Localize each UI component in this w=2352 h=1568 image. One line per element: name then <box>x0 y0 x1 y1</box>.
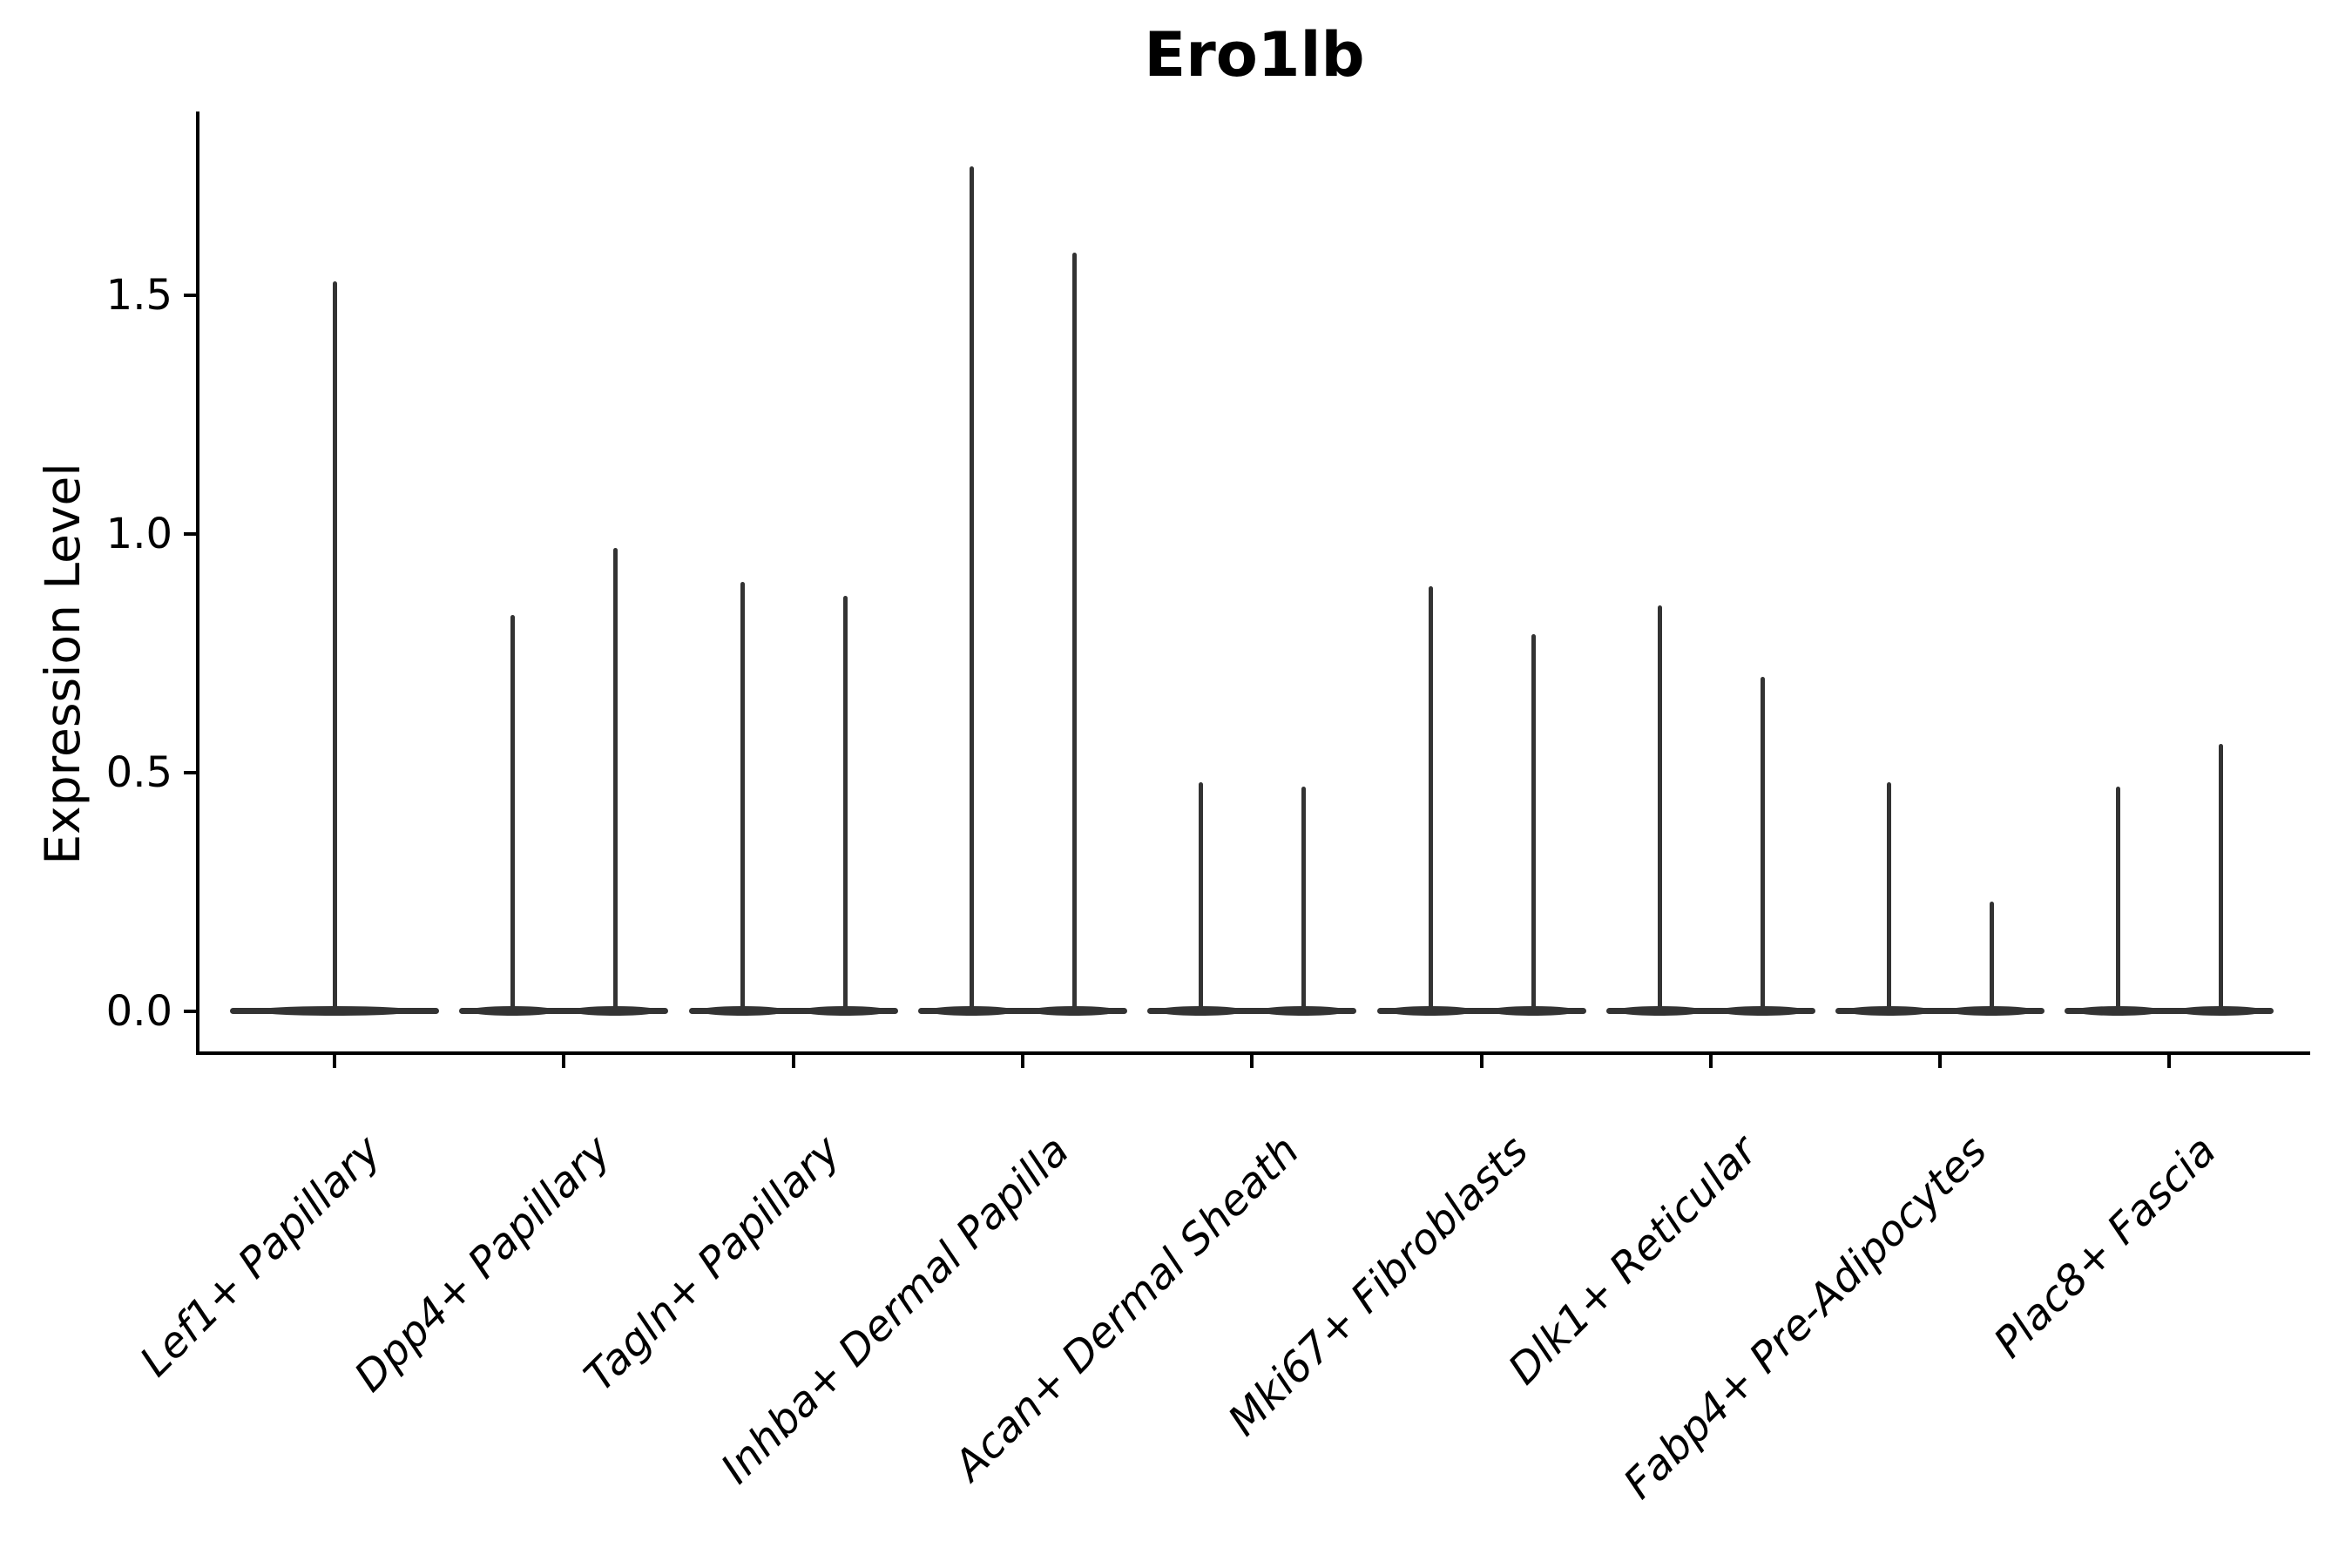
y-tick <box>184 532 198 536</box>
violin-base <box>459 1008 669 1014</box>
violin-base <box>2065 1008 2274 1014</box>
violin-base <box>688 1008 898 1014</box>
violin-spike <box>1531 634 1536 1013</box>
violin-base <box>1376 1008 1586 1014</box>
x-tick <box>791 1055 795 1068</box>
x-tick <box>1938 1055 1943 1068</box>
x-tick-label: Plac8+ Fascia <box>1984 1126 2227 1368</box>
x-tick <box>333 1055 336 1068</box>
x-tick-label: Dlk1+ Reticular <box>1499 1126 1767 1395</box>
y-tick-label: 0.0 <box>105 987 172 1036</box>
violin-spike <box>842 596 848 1013</box>
x-tick-label: Lef1+ Papillary <box>131 1126 391 1387</box>
violin-base <box>1835 1008 2045 1014</box>
violin-base <box>917 1008 1127 1014</box>
violin-spike <box>2219 744 2224 1013</box>
y-tick-label: 1.0 <box>105 510 172 558</box>
x-tick <box>2167 1055 2172 1068</box>
violin-spike <box>740 582 745 1013</box>
x-tick <box>1250 1055 1254 1068</box>
x-tick <box>1479 1055 1484 1068</box>
x-tick <box>1708 1055 1713 1068</box>
x-axis-spine <box>196 1051 2310 1055</box>
violin-spike <box>1990 902 1995 1013</box>
violin-spike <box>510 615 516 1013</box>
y-tick <box>184 771 198 774</box>
violin-spike <box>1199 782 1204 1013</box>
x-tick-label: Tagln+ Papillary <box>574 1126 850 1402</box>
violin-spike <box>1428 586 1433 1013</box>
violin-spike <box>969 166 974 1013</box>
violin-base <box>1605 1008 1815 1014</box>
y-tick-label: 1.5 <box>105 271 172 320</box>
violin-spike <box>1071 253 1077 1013</box>
violin-spike <box>1301 787 1307 1013</box>
violin-spike <box>1760 677 1765 1013</box>
violin-base <box>1147 1008 1357 1014</box>
violin-spike <box>333 281 337 1013</box>
violin-spike <box>1887 782 1892 1013</box>
chart-title: Ero1lb <box>1144 19 1365 91</box>
y-tick-label: 0.5 <box>105 748 172 797</box>
x-tick <box>1020 1055 1024 1068</box>
y-tick <box>184 1010 198 1013</box>
y-axis-spine <box>196 112 199 1055</box>
violin-spike <box>613 548 618 1013</box>
x-tick <box>562 1055 566 1068</box>
violin-spike <box>1657 605 1662 1013</box>
x-tick-label: Dpp4+ Papillary <box>345 1126 620 1402</box>
x-tick-label: Fabp4+ Pre-Adipocytes <box>1614 1126 1997 1509</box>
violin-spike <box>2116 787 2121 1013</box>
y-tick <box>184 294 198 297</box>
